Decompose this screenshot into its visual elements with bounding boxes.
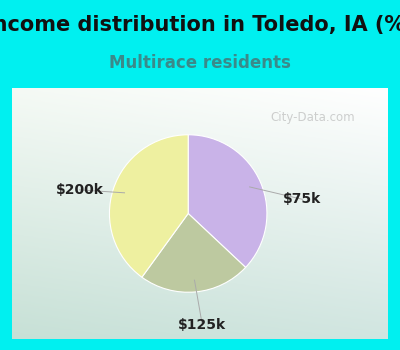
Text: $75k: $75k: [283, 193, 322, 206]
Wedge shape: [142, 214, 246, 292]
Wedge shape: [188, 135, 267, 267]
Text: Income distribution in Toledo, IA (%): Income distribution in Toledo, IA (%): [0, 14, 400, 35]
Text: $125k: $125k: [178, 318, 226, 332]
Text: Multirace residents: Multirace residents: [109, 54, 291, 72]
Text: $200k: $200k: [56, 183, 104, 197]
Wedge shape: [110, 135, 188, 277]
Text: City-Data.com: City-Data.com: [270, 111, 355, 124]
